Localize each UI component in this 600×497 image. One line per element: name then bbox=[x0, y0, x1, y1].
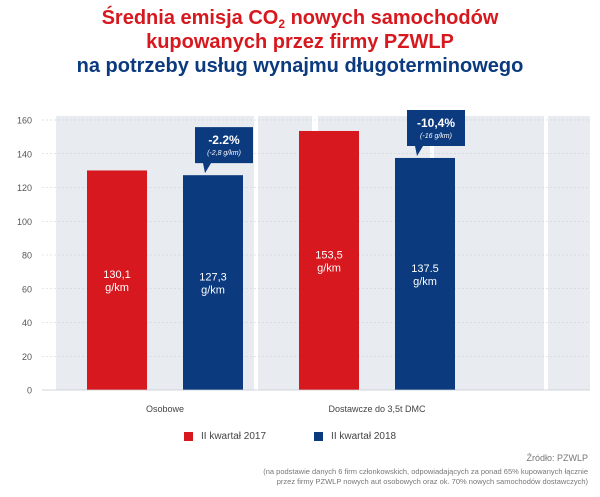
title-line-3: na potrzeby usług wynajmu długoterminowe… bbox=[76, 55, 524, 77]
legend: II kwartał 2017 II kwartał 2018 bbox=[184, 431, 444, 442]
change-callout-pct: -10,4% bbox=[417, 116, 455, 130]
y-tick-label: 120 bbox=[17, 183, 32, 193]
chart-title: Średnia emisja CO2 nowych samochodów kup… bbox=[0, 6, 600, 78]
y-tick-label: 160 bbox=[17, 116, 32, 126]
bar-2017-1 bbox=[299, 130, 359, 390]
data-label-unit: g/km bbox=[413, 276, 437, 288]
footnote-line-1: (na podstawie danych 6 firm członkowskic… bbox=[263, 467, 588, 476]
source-text: Źródło: PZWLP bbox=[526, 453, 588, 463]
data-label-value: 137.5 bbox=[411, 263, 439, 275]
title-line-1: Średnia emisja CO2 nowych samochodów bbox=[101, 7, 499, 31]
background-band-5 bbox=[548, 116, 590, 390]
legend-label-2018: II kwartał 2018 bbox=[331, 431, 397, 442]
bar-2017-0 bbox=[87, 170, 147, 390]
data-label-value: 153,5 bbox=[315, 249, 343, 261]
bar-chart: 020406080100120140160130,1g/km127,3g/kmO… bbox=[17, 109, 590, 414]
data-label-unit: g/km bbox=[317, 262, 341, 274]
bar-2018-0 bbox=[183, 175, 243, 390]
legend-swatch-2018 bbox=[314, 432, 324, 441]
title-line-2: kupowanych przez firmy PZWLP bbox=[146, 31, 454, 53]
footnote: (na podstawie danych 6 firm członkowskic… bbox=[148, 467, 588, 487]
data-label-unit: g/km bbox=[105, 282, 129, 294]
x-tick-label: Dostawcze do 3,5t DMC bbox=[328, 404, 426, 414]
y-tick-label: 80 bbox=[22, 251, 32, 261]
legend-swatch-2017 bbox=[184, 432, 193, 441]
change-callout-box-0 bbox=[195, 127, 253, 174]
y-tick-label: 0 bbox=[27, 386, 32, 396]
y-tick-label: 140 bbox=[17, 149, 32, 159]
change-callout-abs: (-2,8 g/km) bbox=[207, 150, 241, 157]
data-label-unit: g/km bbox=[201, 285, 225, 297]
data-label-value: 127,3 bbox=[199, 272, 227, 284]
y-tick-label: 100 bbox=[17, 217, 32, 227]
footnote-line-2: przez firmy PZWLP nowych aut osobowych o… bbox=[276, 477, 588, 486]
y-tick-label: 20 bbox=[22, 352, 32, 362]
legend-label-2017: II kwartał 2017 bbox=[201, 431, 267, 442]
change-callout-abs: (-16 g/km) bbox=[420, 133, 452, 140]
change-callout-pct: -2.2% bbox=[208, 133, 240, 147]
y-tick-label: 40 bbox=[22, 318, 32, 328]
y-tick-label: 60 bbox=[22, 284, 32, 294]
data-label-value: 130,1 bbox=[103, 269, 131, 281]
legend-item-2018: II kwartał 2018 bbox=[314, 431, 396, 442]
bar-2018-1 bbox=[395, 157, 455, 390]
change-callout-box-1 bbox=[407, 109, 465, 156]
legend-item-2017: II kwartał 2017 bbox=[184, 431, 266, 442]
x-tick-label: Osobowe bbox=[146, 404, 184, 414]
